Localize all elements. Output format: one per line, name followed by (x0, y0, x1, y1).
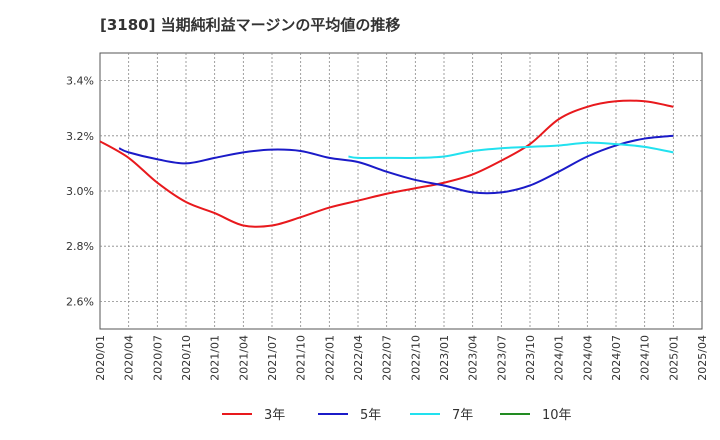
x-tick-label: 2024/04 (581, 335, 594, 381)
x-tick-label: 2023/10 (524, 335, 537, 381)
x-tick-label: 2024/01 (553, 335, 566, 381)
legend-label-2: 7年 (452, 408, 473, 423)
x-tick-label: 2020/04 (123, 335, 136, 381)
series-lines (99, 99, 674, 228)
x-tick-labels: 2020/01 2020/04 2020/07 2020/10 2021/01 2021/… (94, 335, 709, 381)
x-tick-label: 2020/10 (180, 335, 193, 381)
x-tick-label: 2022/10 (409, 335, 422, 381)
x-tick-label: 2021/04 (237, 335, 250, 381)
x-tick-label: 2022/07 (381, 335, 394, 381)
legend-label-1: 5年 (360, 408, 381, 423)
x-tick-label: 2022/04 (352, 335, 365, 381)
x-tick-label: 2022/01 (323, 335, 336, 381)
x-tick-label: 2020/01 (94, 335, 107, 381)
x-tick-label: 2023/07 (495, 335, 508, 381)
series-line-0 (99, 99, 674, 228)
x-tick-label: 2020/07 (151, 335, 164, 381)
x-tick-label: 2021/01 (209, 335, 222, 381)
y-tick-labels: 3.4% 3.2% 3.0% 2.8% 2.6% (66, 75, 94, 309)
y-tick-label: 3.2% (66, 130, 94, 143)
y-tick-label: 3.4% (66, 75, 94, 88)
series-line-2 (348, 141, 674, 159)
x-tick-label: 2025/04 (696, 335, 709, 381)
x-gridlines (128, 53, 674, 329)
y-tick-label: 2.8% (66, 240, 94, 253)
y-tick-label: 2.6% (66, 295, 94, 308)
x-tick-label: 2024/10 (639, 335, 652, 381)
x-tick-label: 2023/01 (438, 335, 451, 381)
x-tick-label: 2024/07 (610, 335, 623, 381)
legend-label-0: 3年 (264, 408, 285, 423)
legend: 3年 5年 7年 10年 (222, 408, 572, 423)
x-tick-label: 2021/07 (266, 335, 279, 381)
x-tick-label: 2021/10 (295, 335, 308, 381)
x-tick-label: 2025/01 (667, 335, 680, 381)
legend-label-3: 10年 (542, 408, 572, 423)
x-tick-label: 2023/04 (467, 335, 480, 381)
chart-title: [3180] 当期純利益マージンの平均値の推移 (100, 16, 400, 34)
y-tick-label: 3.0% (66, 185, 94, 198)
series-line-1 (118, 134, 674, 195)
y-gridlines (100, 80, 702, 302)
